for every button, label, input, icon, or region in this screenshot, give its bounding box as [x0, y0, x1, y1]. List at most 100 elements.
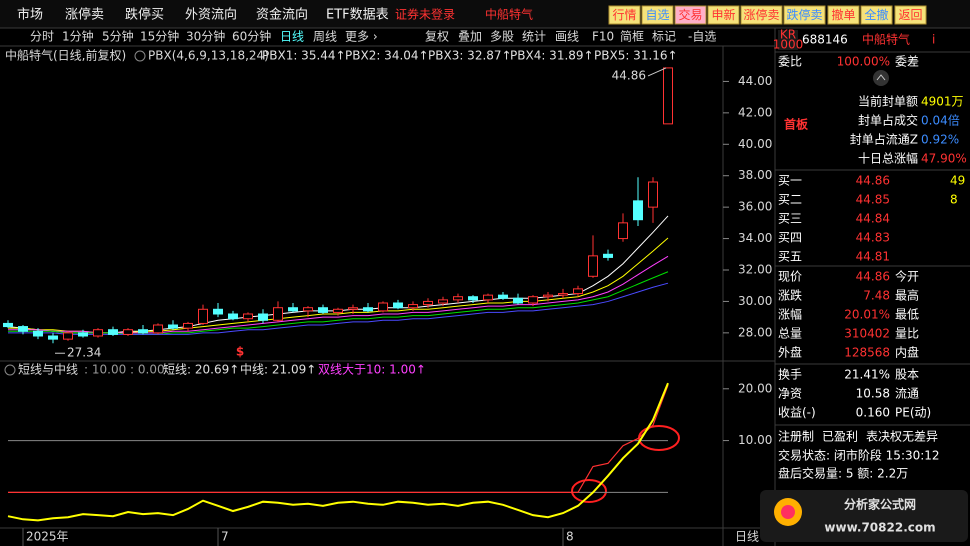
period-button[interactable]: 30分钟 — [186, 29, 225, 44]
chart-subtitle: PBX(4,6,9,13,18,24) — [148, 49, 269, 63]
settings-icon[interactable] — [4, 364, 16, 376]
badge — [778, 30, 798, 50]
candle-body — [423, 300, 433, 306]
order-volume: 8 — [950, 193, 958, 207]
menu-button-label[interactable]: 涨停卖 — [743, 7, 779, 22]
value: 0.04倍 — [921, 113, 960, 128]
period-button[interactable]: 更多 › — [345, 30, 378, 44]
menu-item[interactable]: 涨停卖 — [65, 7, 104, 23]
menu-item[interactable]: 市场 — [17, 7, 43, 23]
label: 现价 — [778, 270, 802, 284]
stock-code: 688146 — [802, 33, 848, 47]
candle-body — [273, 307, 283, 321]
candle-body — [618, 222, 628, 240]
label: 换手 — [778, 368, 802, 382]
order-price: 44.85 — [856, 193, 890, 207]
period-button[interactable]: 周线 — [313, 30, 337, 44]
tool-button[interactable]: -自选 — [688, 30, 716, 44]
menu-button-label[interactable]: 全撤 — [864, 7, 888, 22]
indicator-title: 短线与中线 — [18, 362, 78, 377]
tool-button[interactable]: 统计 — [522, 30, 546, 44]
label: 净资 — [778, 387, 802, 401]
legend-entry: PBX3: 32.87↑ — [428, 49, 512, 63]
tool-button[interactable]: 简框 — [620, 30, 644, 44]
order-label: 买四 — [778, 231, 802, 245]
candle-body — [93, 329, 103, 337]
tool-button[interactable]: F10 — [592, 30, 614, 44]
candle-body — [378, 302, 388, 312]
value: 0.92% — [921, 133, 959, 147]
candle-body — [633, 200, 643, 221]
candle-body — [63, 332, 73, 340]
order-price: 44.84 — [856, 212, 890, 226]
tool-button[interactable]: 标记 — [652, 30, 676, 44]
candle-body — [363, 307, 373, 312]
period-button[interactable]: 日线 — [280, 30, 304, 44]
info-icon[interactable]: i — [932, 33, 935, 47]
period-button[interactable]: 60分钟 — [232, 29, 271, 44]
legend-entry: PBX5: 31.16↑ — [594, 49, 678, 63]
candle-body — [513, 297, 523, 304]
candle-body — [483, 294, 493, 301]
value: 47.90% — [921, 152, 967, 166]
tool-button[interactable]: 复权 — [425, 30, 449, 44]
label: 最低 — [895, 308, 919, 322]
period-button[interactable]: 5分钟 — [102, 29, 134, 44]
period-button[interactable]: 分时 — [30, 30, 54, 44]
candle-body — [243, 313, 253, 320]
y-tick-label: 30.00 — [738, 294, 772, 308]
y-tick-label: 38.00 — [738, 168, 772, 182]
settings-icon[interactable] — [134, 50, 146, 62]
active-stock: 中船特气 — [485, 7, 533, 22]
menu-button[interactable] — [674, 5, 707, 25]
order-volume: 49 — [950, 174, 965, 188]
board-label: 首板 — [784, 117, 809, 132]
menu-button[interactable] — [740, 5, 783, 25]
menu-button[interactable] — [641, 5, 674, 25]
legend-entry: 短线: 20.69↑ — [163, 363, 239, 377]
menu-button-label[interactable]: 自选 — [645, 8, 669, 22]
candle-body — [48, 335, 58, 340]
period-label: 日线 — [735, 530, 759, 544]
y-tick-label: 42.00 — [738, 105, 772, 119]
menu-button-label[interactable]: 申新 — [711, 7, 735, 22]
period-button[interactable]: 15分钟 — [140, 29, 179, 44]
menu-item[interactable]: 外资流向 — [185, 7, 237, 23]
menu-button[interactable] — [783, 5, 826, 25]
candle-body — [198, 308, 208, 324]
value: 310402 — [844, 327, 890, 341]
candle-body — [303, 307, 313, 312]
y-tick-label: 32.00 — [738, 263, 772, 277]
order-label: 买三 — [778, 212, 802, 226]
menu-button-label[interactable]: 行情 — [612, 8, 636, 22]
menu-button-label[interactable]: 撤单 — [831, 7, 855, 22]
tool-button[interactable]: 叠加 — [458, 30, 482, 44]
watermark-url: www.70822.com — [824, 521, 935, 535]
tool-button[interactable]: 画线 — [555, 30, 579, 44]
menu-button[interactable] — [608, 5, 641, 25]
legend-entry: PBX4: 31.89↑ — [510, 49, 594, 63]
candle-body — [588, 255, 598, 277]
signal-label: 双线大于10: 1.00↑ — [318, 363, 426, 377]
menu-item[interactable]: 资金流向 — [256, 7, 308, 23]
label: 今开 — [895, 269, 919, 284]
period-button[interactable]: 1分钟 — [62, 29, 94, 44]
tool-button[interactable]: 多股 — [490, 30, 514, 44]
menu-button[interactable] — [827, 5, 860, 25]
menu-button[interactable] — [894, 5, 927, 25]
label: PE(动) — [895, 406, 931, 420]
label: 涨跌 — [778, 288, 802, 303]
menu-button[interactable] — [860, 5, 893, 25]
menu-item[interactable]: ETF数据表 — [326, 8, 389, 23]
menu-button-label[interactable]: 返回 — [898, 8, 922, 22]
menu-item[interactable]: 跌停买 — [125, 7, 164, 23]
expand-icon[interactable] — [873, 70, 889, 86]
menu-button-label[interactable]: 跌停卖 — [786, 7, 822, 22]
legend-entry: PBX2: 34.04↑ — [345, 49, 429, 63]
signal-marker: $ — [236, 345, 244, 359]
menu-button-label[interactable]: 交易 — [678, 7, 702, 22]
menu-button[interactable] — [707, 5, 740, 25]
value: 10.58 — [856, 387, 890, 401]
badge-number: 1000 — [773, 38, 804, 52]
